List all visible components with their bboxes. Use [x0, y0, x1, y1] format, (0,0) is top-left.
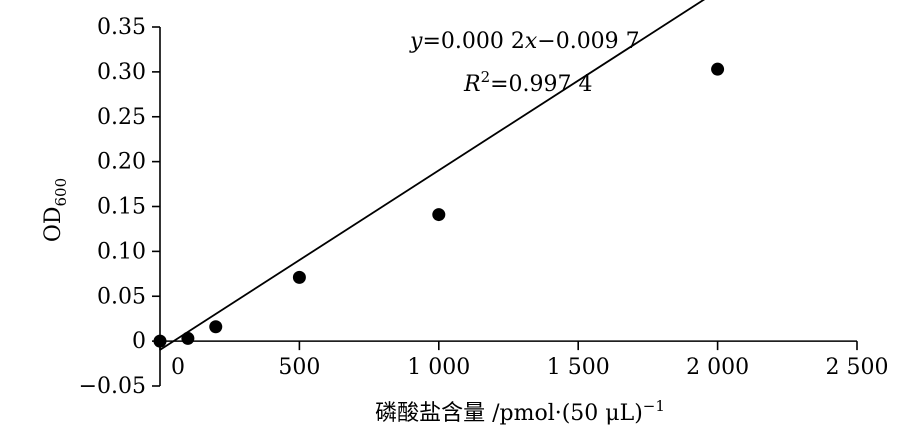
- data-point: [292, 270, 306, 284]
- y-tick-label: 0.30: [97, 60, 146, 85]
- y-tick-label: 0.15: [97, 195, 146, 220]
- regression-line: [159, 0, 706, 351]
- x-tick-label: 1 500: [547, 355, 610, 380]
- x-axis-title: 磷酸盐含量 /pmol·(50 μL)−1: [375, 397, 665, 426]
- x-tick-label: 1 000: [407, 355, 470, 380]
- x-tick-label: 2 000: [686, 355, 749, 380]
- data-point: [432, 208, 446, 222]
- y-tick-label: 0.35: [97, 15, 146, 40]
- y-tick-label: 0.05: [97, 284, 146, 309]
- fit-line-group: [159, 0, 706, 351]
- regression-equation: y=0.000 2x−0.009 7: [409, 29, 640, 54]
- y-tick-label: −0.05: [79, 374, 146, 399]
- x-tick-label-origin: 0: [171, 355, 185, 380]
- y-tick-label: 0: [132, 329, 146, 354]
- ticks: −0.05 0 0.05 0.10 0.15 0.20 0.25 0.30 0.35 500 1 0…: [79, 15, 889, 399]
- data-point: [209, 320, 223, 334]
- y-tick-label: 0.10: [97, 239, 146, 264]
- x-tick-label: 2 500: [826, 355, 889, 380]
- y-axis-title: OD600: [41, 178, 70, 242]
- y-tick-label: 0.20: [97, 150, 146, 175]
- r-squared: R2=0.997 4: [463, 68, 593, 97]
- data-point: [181, 331, 195, 345]
- data-points: [153, 62, 725, 348]
- y-tick-label: 0.25: [97, 105, 146, 130]
- data-point: [711, 62, 725, 76]
- data-point: [153, 334, 167, 348]
- x-tick-label: 500: [278, 355, 320, 380]
